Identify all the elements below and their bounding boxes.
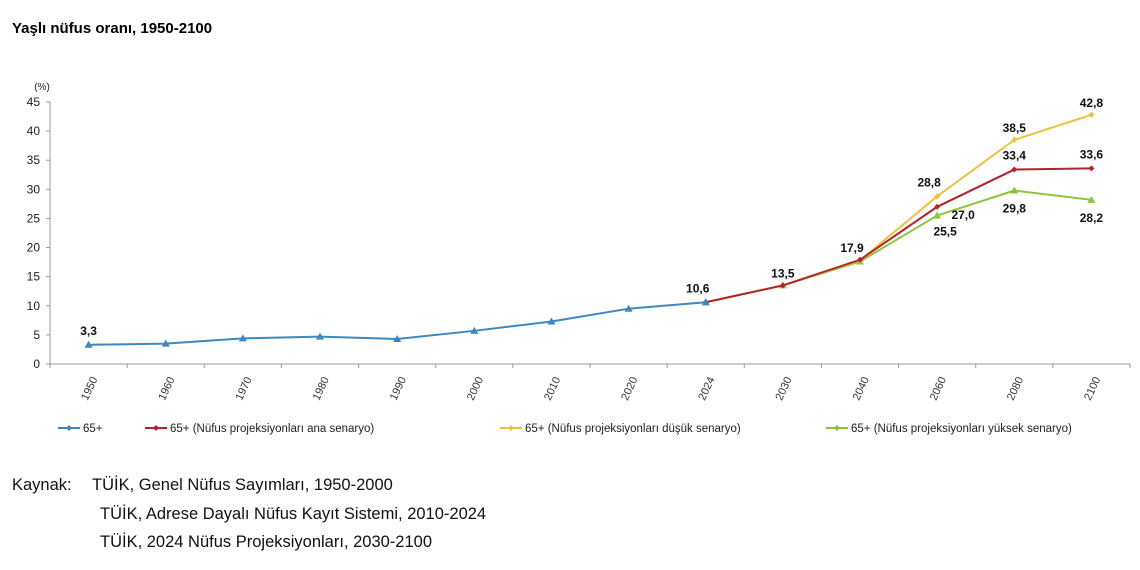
data-label: 28,2 [1080, 211, 1104, 225]
data-label: 29,8 [1003, 201, 1027, 215]
legend-marker [153, 425, 159, 431]
x-tick-label: 2100 [1082, 375, 1103, 402]
y-axis-label: (%) [34, 82, 50, 93]
data-point [1010, 186, 1019, 194]
y-tick-label: 15 [27, 270, 41, 284]
source-line: TÜİK, 2024 Nüfus Projeksiyonları, 2030-2… [100, 533, 433, 551]
y-tick-label: 10 [27, 299, 41, 313]
data-label: 3,3 [80, 324, 97, 338]
data-point [934, 203, 941, 210]
data-label: 33,6 [1080, 147, 1104, 161]
series-line [705, 113, 1092, 304]
data-label: 13,5 [771, 266, 795, 280]
data-point [701, 298, 710, 306]
x-tick-label: 1970 [234, 375, 255, 402]
data-label: 27,0 [951, 208, 975, 222]
y-tick-label: 5 [33, 328, 40, 342]
x-tick-label: 2024 [696, 375, 717, 402]
x-tick-label: 2080 [1005, 375, 1026, 402]
data-point [161, 339, 170, 347]
data-label: 42,8 [1080, 96, 1104, 110]
x-tick-label: 2060 [928, 375, 949, 402]
y-tick-label: 40 [27, 124, 41, 138]
legend-marker [508, 425, 514, 431]
data-point [1087, 195, 1096, 203]
x-tick-label: 2030 [774, 375, 795, 402]
data-label: 25,5 [933, 225, 957, 239]
x-tick-label: 1950 [79, 375, 100, 402]
data-label: 10,6 [686, 281, 710, 295]
source-line: TÜİK, Adrese Dayalı Nüfus Kayıt Sistemi,… [100, 505, 487, 523]
line-chart: (%) 0 5 10 15 20 25 30 35 40 45 1950 1960 1970 1980 199… [27, 82, 1131, 435]
y-tick-label: 30 [27, 182, 41, 196]
x-tick-label: 1980 [311, 375, 332, 402]
legend-label: 65+ [83, 423, 103, 435]
data-point [316, 332, 324, 340]
x-tick-label: 1990 [388, 375, 409, 402]
legend-marker [66, 425, 72, 431]
data-point [393, 334, 402, 342]
data-point [934, 193, 941, 200]
x-tick-label: 2020 [619, 375, 640, 402]
legend-marker [834, 425, 840, 431]
series-line [705, 189, 1092, 304]
x-tick-label: 2040 [851, 375, 872, 402]
chart-title: Yaşlı nüfus oranı, 1950-2100 [12, 20, 213, 37]
data-point [779, 282, 786, 289]
y-tick-label: 20 [27, 241, 41, 255]
data-label: 33,4 [1003, 149, 1027, 163]
data-point [933, 211, 942, 219]
data-point [470, 326, 479, 334]
y-tick-label: 45 [27, 95, 41, 109]
y-tick-label: 0 [33, 357, 40, 371]
data-point [624, 304, 633, 312]
data-label: 17,9 [840, 241, 864, 255]
x-tick-label: 1960 [156, 375, 177, 402]
data-point [238, 334, 247, 342]
data-point [857, 256, 863, 263]
legend-label: 65+ (Nüfus projeksiyonları düşük senaryo… [525, 423, 741, 435]
data-label: 28,8 [917, 175, 941, 189]
x-tick-label: 2010 [542, 375, 563, 402]
series-line [705, 167, 1092, 304]
y-tick-label: 25 [27, 211, 41, 225]
data-point [1088, 165, 1095, 172]
source-label: Kaynak: [12, 476, 72, 494]
legend-label: 65+ (Nüfus projeksiyonları yüksek senary… [851, 423, 1072, 435]
legend-label: 65+ (Nüfus projeksiyonları ana senaryo) [170, 423, 374, 435]
data-point [547, 317, 556, 325]
x-tick-label: 2000 [465, 375, 486, 402]
data-point [1011, 136, 1018, 143]
y-tick-label: 35 [27, 153, 41, 167]
data-point [1011, 166, 1018, 173]
data-point [84, 340, 93, 348]
data-point [1088, 111, 1095, 118]
source-line: TÜİK, Genel Nüfus Sayımları, 1950-2000 [92, 476, 393, 494]
data-label: 38,5 [1003, 121, 1027, 135]
